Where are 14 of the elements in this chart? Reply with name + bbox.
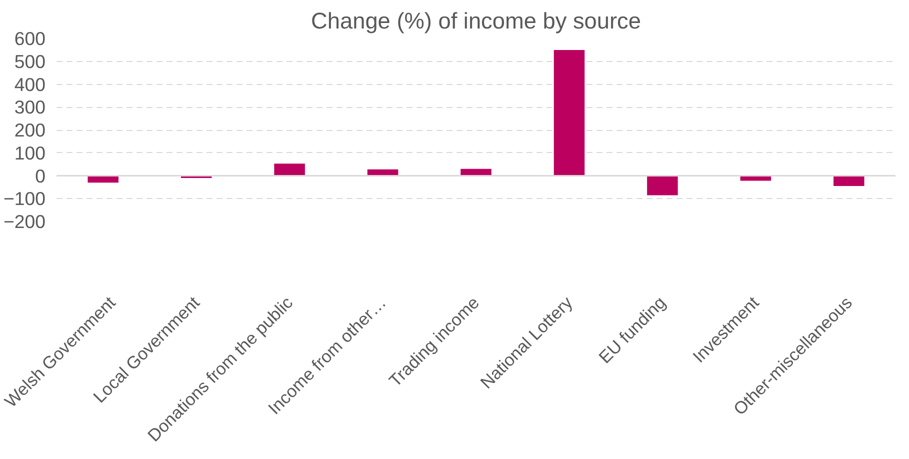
y-tick-label: 0 [35, 165, 46, 186]
bar [274, 164, 305, 176]
y-tick-label: 400 [14, 74, 46, 95]
bar [834, 176, 864, 186]
chart-title: Change (%) of income by source [311, 8, 641, 34]
y-tick-label: −200 [3, 211, 46, 232]
y-tick-label: −100 [3, 188, 46, 210]
y-tick-label: 200 [14, 120, 46, 140]
bar [554, 50, 585, 176]
y-tick-label: 600 [14, 28, 46, 49]
y-tick-label: 300 [14, 96, 46, 118]
bar [647, 176, 678, 196]
y-tick-label: 500 [14, 50, 46, 72]
y-tick-label: 100 [14, 142, 46, 164]
